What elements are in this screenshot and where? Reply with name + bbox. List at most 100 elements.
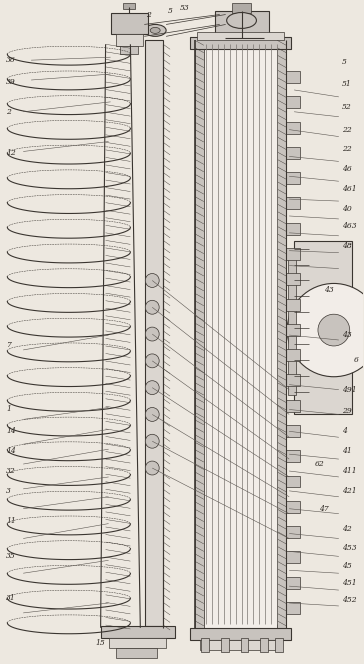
Text: 453: 453 [342,544,356,552]
Bar [145,41,163,625]
Bar [286,374,300,386]
Bar [120,46,138,54]
Text: 41: 41 [342,447,352,455]
Bar [241,637,249,651]
Bar [100,625,175,637]
Text: 40: 40 [342,205,352,213]
Bar [286,172,300,184]
Text: 5: 5 [342,58,347,66]
Text: 53: 53 [180,3,190,11]
Text: 4: 4 [342,428,347,436]
Text: 6: 6 [354,356,359,364]
Text: 35: 35 [6,552,16,560]
Text: 11: 11 [6,517,16,525]
Text: 12: 12 [6,149,16,157]
Circle shape [145,327,159,341]
Bar [190,627,291,639]
Text: 45: 45 [342,562,352,570]
Circle shape [318,314,350,346]
Bar [286,501,300,513]
Bar [108,637,166,647]
Bar [286,475,300,487]
Bar [286,71,300,83]
Circle shape [145,461,159,475]
Text: 491: 491 [342,386,356,394]
Bar [275,637,283,651]
Text: 39: 39 [6,78,16,86]
Bar [286,223,300,234]
Text: 463: 463 [342,222,356,230]
Bar [286,526,300,538]
Bar [288,256,296,394]
Text: 2: 2 [6,108,11,116]
Bar [195,41,204,627]
Text: 15: 15 [96,639,106,647]
Bar [286,349,300,361]
Bar [286,197,300,209]
Text: 14: 14 [6,428,16,436]
Bar [277,41,286,627]
Circle shape [287,284,364,376]
Bar [115,35,143,46]
Text: 43: 43 [342,331,352,339]
Text: 461: 461 [342,185,356,193]
Text: 452: 452 [342,596,356,604]
Bar [286,248,300,260]
Text: 48: 48 [342,242,352,250]
Text: 1: 1 [6,406,11,414]
Text: 451: 451 [342,579,356,587]
Bar [232,3,252,13]
Bar [201,637,209,651]
Text: 51: 51 [342,80,352,88]
Text: 14: 14 [6,447,16,455]
Text: 47: 47 [319,505,329,513]
Circle shape [145,380,159,394]
Bar [286,551,300,563]
Bar [190,37,291,49]
Ellipse shape [144,25,166,37]
Ellipse shape [150,27,160,33]
Bar [204,41,277,627]
Bar [286,324,300,336]
Bar [286,299,300,311]
Bar [286,122,300,133]
Bar [286,425,300,437]
Text: 5: 5 [168,7,173,15]
Circle shape [145,434,159,448]
Text: 7: 7 [6,341,11,349]
Ellipse shape [227,13,256,29]
Text: 421: 421 [342,487,356,495]
Text: 29: 29 [342,408,352,416]
Circle shape [145,408,159,422]
Text: 3: 3 [6,487,11,495]
Bar [197,33,284,41]
Bar [115,647,157,657]
Bar [286,274,300,286]
Text: 32: 32 [6,467,16,475]
Bar [286,96,300,108]
Bar [294,241,352,414]
Text: 22: 22 [342,125,352,133]
Text: 36: 36 [6,56,16,64]
Bar [286,400,300,412]
Bar [123,3,135,9]
Text: 411: 411 [342,467,356,475]
Bar [221,637,229,651]
Bar [286,577,300,588]
Text: 2: 2 [146,11,151,19]
Text: 43: 43 [324,286,334,294]
Circle shape [145,354,159,368]
Bar [111,13,148,35]
Bar [286,602,300,614]
Bar [200,639,281,649]
Bar [286,147,300,159]
Circle shape [145,300,159,314]
Text: 42: 42 [342,525,352,533]
Circle shape [145,274,159,288]
Text: 52: 52 [342,103,352,111]
Text: 46: 46 [342,165,352,173]
Text: 22: 22 [342,145,352,153]
Bar [260,637,268,651]
Bar [286,450,300,462]
Text: 62: 62 [315,460,325,468]
